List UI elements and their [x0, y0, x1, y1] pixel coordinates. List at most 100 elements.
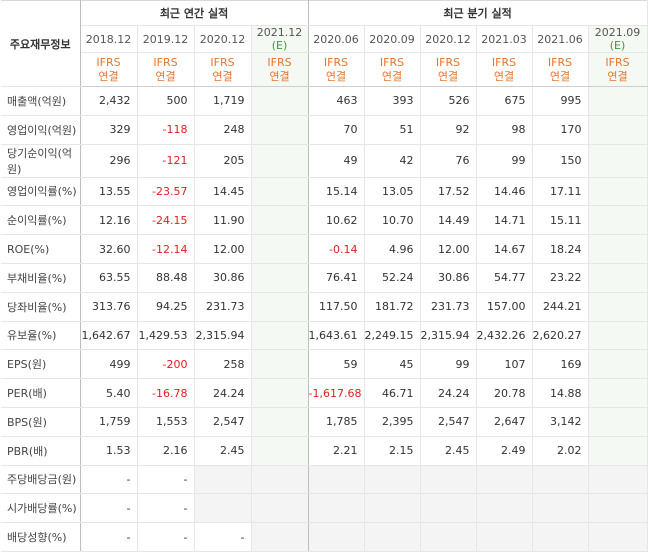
quarter-value-cell: 45	[364, 349, 421, 380]
quarter-value-cell: 117.50	[308, 292, 365, 322]
quarter-value-cell	[308, 493, 365, 524]
quarter-value-cell	[588, 262, 648, 293]
ifrs-text: IFRS	[379, 55, 405, 69]
quarter-value-cell: 52.24	[364, 262, 421, 293]
annual-value-cell	[251, 262, 309, 293]
table-row: BPS(원) 1,759 1,553 2,547 1,785 2,395 2,547 2,64…	[1, 407, 648, 437]
quarter-value-cell: 14.49	[420, 205, 477, 236]
row-label: BPS(원)	[1, 407, 81, 437]
quarter-value-cell	[588, 205, 648, 236]
quarter-value-cell: 107	[476, 349, 533, 380]
annual-value-cell: 258	[194, 349, 252, 380]
quarter-value-cell: 76	[420, 144, 477, 178]
period-label: 2020.09	[369, 32, 415, 46]
annual-value-cell	[194, 493, 252, 524]
annual-value-cell: 94.25	[137, 292, 195, 322]
period-label: 2018.12	[85, 32, 132, 46]
row-label: 주당배당금(원)	[1, 464, 81, 495]
ifrs-label: IFRS 연결	[308, 52, 365, 87]
period-label: 2021.03	[481, 32, 527, 46]
quarter-value-cell	[588, 292, 648, 322]
quarter-value-cell: 14.46	[476, 176, 533, 207]
table-row: PBR(배) 1.53 2.16 2.45 2.21 2.15 2.45 2.49 2.02	[1, 436, 648, 466]
annual-value-cell	[251, 522, 309, 552]
quarter-value-cell: 17.52	[420, 176, 477, 207]
quarter-value-cell: 995	[532, 86, 589, 116]
quarter-value-cell: 526	[420, 86, 477, 116]
quarter-value-cell: 244.21	[532, 292, 589, 322]
quarter-value-cell: 2.21	[308, 436, 365, 466]
row-label: 배당성향(%)	[1, 522, 81, 552]
quarter-value-cell	[588, 321, 648, 351]
annual-value-cell: 329	[80, 115, 138, 145]
annual-value-cell: 205	[194, 144, 252, 178]
quarter-value-cell	[588, 522, 648, 552]
annual-value-cell: -16.78	[137, 378, 195, 408]
quarter-title: 최근 분기 실적	[308, 0, 648, 26]
annual-value-cell	[251, 234, 309, 264]
row-label: 유보율(%)	[1, 321, 81, 351]
quarter-value-cell: 13.05	[364, 176, 421, 207]
row-label: 영업이익(억원)	[1, 115, 81, 145]
quarter-value-cell	[308, 464, 365, 495]
quarter-value-cell: 14.67	[476, 234, 533, 264]
quarter-value-cell: 2.02	[532, 436, 589, 466]
quarter-value-cell: 99	[476, 144, 533, 178]
row-label: ROE(%)	[1, 234, 81, 264]
quarter-value-cell: 2,620.27	[532, 321, 589, 351]
annual-value-cell: -121	[137, 144, 195, 178]
annual-value-cell: -	[80, 493, 138, 524]
quarter-value-cell: 4.96	[364, 234, 421, 264]
annual-value-cell: 499	[80, 349, 138, 380]
annual-value-cell: 2.16	[137, 436, 195, 466]
annual-value-cell: -118	[137, 115, 195, 145]
quarter-value-cell	[364, 464, 421, 495]
quarter-value-cell	[532, 464, 589, 495]
annual-value-cell: -24.15	[137, 205, 195, 236]
ifrs-text: IFRS	[605, 55, 630, 69]
ifrs-text: IFRS	[96, 55, 121, 69]
quarter-value-cell: 92	[420, 115, 477, 145]
quarter-value-cell: 17.11	[532, 176, 589, 207]
annual-value-cell: 12.16	[80, 205, 138, 236]
annual-value-cell	[251, 349, 309, 380]
quarter-value-cell: 2.49	[476, 436, 533, 466]
quarter-value-cell	[364, 522, 421, 552]
annual-value-cell: 231.73	[194, 292, 252, 322]
period-label: 2021.12	[256, 26, 303, 39]
table-row: 영업이익(억원) 329 -118 248 70 51 92 98 170	[1, 115, 648, 145]
annual-value-cell: 248	[194, 115, 252, 145]
quarter-value-cell	[420, 464, 477, 495]
row-label: 시가배당률(%)	[1, 493, 81, 524]
table-row: 배당성향(%) - - -	[1, 522, 648, 552]
period-label: 2020.06	[313, 32, 359, 46]
annual-value-cell	[251, 86, 309, 116]
annual-value-cell: 1.53	[80, 436, 138, 466]
quarter-value-cell	[588, 464, 648, 495]
row-label: 부채비율(%)	[1, 262, 81, 293]
quarter-value-cell: 30.86	[420, 262, 477, 293]
annual-value-cell: 1,719	[194, 86, 252, 116]
quarter-value-cell	[308, 522, 365, 552]
quarter-value-cell	[588, 86, 648, 116]
quarter-value-cell: 2,249.15	[364, 321, 421, 351]
annual-value-cell	[251, 144, 309, 178]
annual-value-cell	[194, 464, 252, 495]
annual-value-cell: 14.45	[194, 176, 252, 207]
quarter-value-cell: 14.71	[476, 205, 533, 236]
table-row: 매출액(억원) 2,432 500 1,719 463 393 526 675 995	[1, 86, 648, 116]
consolidated-text: 연결	[381, 69, 403, 83]
quarter-value-cell: 42	[364, 144, 421, 178]
annual-value-cell: 2.45	[194, 436, 252, 466]
ifrs-label: IFRS 연결	[588, 52, 648, 87]
quarter-value-cell: 70	[308, 115, 365, 145]
table-row: 시가배당률(%) - -	[1, 493, 648, 524]
consolidated-text: 연결	[325, 69, 347, 83]
annual-value-cell: 313.76	[80, 292, 138, 322]
row-label: 영업이익률(%)	[1, 176, 81, 207]
estimate-marker: (E)	[271, 39, 288, 52]
annual-value-cell: 2,547	[194, 407, 252, 437]
annual-value-cell: 5.40	[80, 378, 138, 408]
annual-value-cell	[251, 378, 309, 408]
quarter-value-cell: 49	[308, 144, 365, 178]
